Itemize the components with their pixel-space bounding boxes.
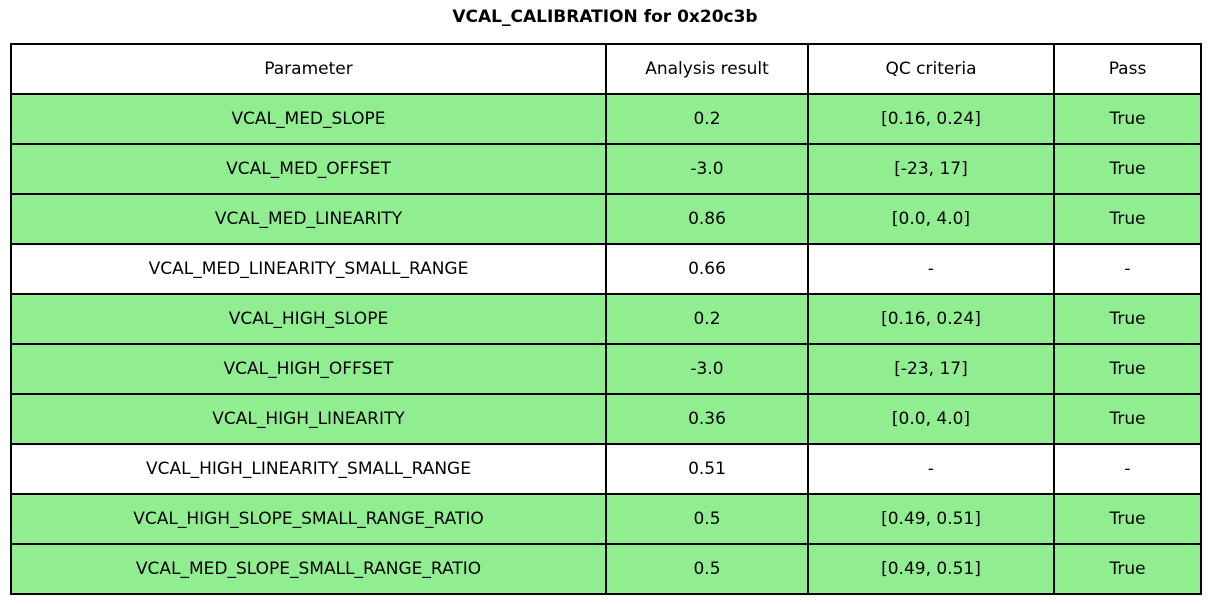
cell-analysis-result: 0.51 xyxy=(605,443,809,495)
table-row: VCAL_HIGH_LINEARITY_SMALL_RANGE 0.51 - - xyxy=(10,443,1202,495)
table-row: VCAL_MED_LINEARITY 0.86 [0.0, 4.0] True xyxy=(10,193,1202,245)
table-row: VCAL_MED_SLOPE_SMALL_RANGE_RATIO 0.5 [0.… xyxy=(10,543,1202,595)
cell-pass: True xyxy=(1053,193,1202,245)
table-header: Parameter Analysis result QC criteria Pa… xyxy=(10,43,1202,95)
cell-parameter: VCAL_MED_OFFSET xyxy=(10,143,607,195)
cell-parameter: VCAL_HIGH_LINEARITY_SMALL_RANGE xyxy=(10,443,607,495)
cell-parameter: VCAL_MED_SLOPE xyxy=(10,93,607,145)
cell-qc-criteria: - xyxy=(807,243,1055,295)
cell-analysis-result: -3.0 xyxy=(605,343,809,395)
header-row: Parameter Analysis result QC criteria Pa… xyxy=(10,43,1202,95)
cell-analysis-result: 0.36 xyxy=(605,393,809,445)
cell-pass: True xyxy=(1053,493,1202,545)
table-row: VCAL_HIGH_OFFSET -3.0 [-23, 17] True xyxy=(10,343,1202,395)
cell-analysis-result: 0.86 xyxy=(605,193,809,245)
cell-pass: True xyxy=(1053,93,1202,145)
cell-qc-criteria: [-23, 17] xyxy=(807,143,1055,195)
cell-analysis-result: 0.2 xyxy=(605,93,809,145)
cell-pass: - xyxy=(1053,243,1202,295)
cell-pass: True xyxy=(1053,293,1202,345)
table-body: VCAL_MED_SLOPE 0.2 [0.16, 0.24] True VCA… xyxy=(10,93,1202,595)
cell-qc-criteria: [0.49, 0.51] xyxy=(807,493,1055,545)
cell-pass: True xyxy=(1053,543,1202,595)
cell-parameter: VCAL_MED_SLOPE_SMALL_RANGE_RATIO xyxy=(10,543,607,595)
column-header-parameter: Parameter xyxy=(10,43,607,95)
table-row: VCAL_HIGH_SLOPE_SMALL_RANGE_RATIO 0.5 [0… xyxy=(10,493,1202,545)
cell-pass: True xyxy=(1053,393,1202,445)
cell-qc-criteria: [0.0, 4.0] xyxy=(807,193,1055,245)
cell-qc-criteria: [0.49, 0.51] xyxy=(807,543,1055,595)
cell-analysis-result: 0.66 xyxy=(605,243,809,295)
cell-qc-criteria: - xyxy=(807,443,1055,495)
cell-qc-criteria: [0.16, 0.24] xyxy=(807,93,1055,145)
table-row: VCAL_HIGH_LINEARITY 0.36 [0.0, 4.0] True xyxy=(10,393,1202,445)
cell-parameter: VCAL_MED_LINEARITY xyxy=(10,193,607,245)
table-row: VCAL_MED_LINEARITY_SMALL_RANGE 0.66 - - xyxy=(10,243,1202,295)
page-title: VCAL_CALIBRATION for 0x20c3b xyxy=(452,7,758,27)
column-header-qc-criteria: QC criteria xyxy=(807,43,1055,95)
cell-analysis-result: 0.2 xyxy=(605,293,809,345)
cell-analysis-result: 0.5 xyxy=(605,493,809,545)
cell-parameter: VCAL_HIGH_LINEARITY xyxy=(10,393,607,445)
cell-pass: True xyxy=(1053,343,1202,395)
cell-pass: True xyxy=(1053,143,1202,195)
cell-analysis-result: -3.0 xyxy=(605,143,809,195)
qc-table: Parameter Analysis result QC criteria Pa… xyxy=(10,43,1202,595)
cell-qc-criteria: [0.16, 0.24] xyxy=(807,293,1055,345)
column-header-pass: Pass xyxy=(1053,43,1202,95)
table-row: VCAL_MED_SLOPE 0.2 [0.16, 0.24] True xyxy=(10,93,1202,145)
cell-parameter: VCAL_HIGH_SLOPE_SMALL_RANGE_RATIO xyxy=(10,493,607,545)
table-row: VCAL_MED_OFFSET -3.0 [-23, 17] True xyxy=(10,143,1202,195)
cell-pass: - xyxy=(1053,443,1202,495)
column-header-analysis-result: Analysis result xyxy=(605,43,809,95)
table-row: VCAL_HIGH_SLOPE 0.2 [0.16, 0.24] True xyxy=(10,293,1202,345)
cell-analysis-result: 0.5 xyxy=(605,543,809,595)
cell-parameter: VCAL_HIGH_SLOPE xyxy=(10,293,607,345)
cell-parameter: VCAL_HIGH_OFFSET xyxy=(10,343,607,395)
cell-qc-criteria: [0.0, 4.0] xyxy=(807,393,1055,445)
cell-qc-criteria: [-23, 17] xyxy=(807,343,1055,395)
cell-parameter: VCAL_MED_LINEARITY_SMALL_RANGE xyxy=(10,243,607,295)
